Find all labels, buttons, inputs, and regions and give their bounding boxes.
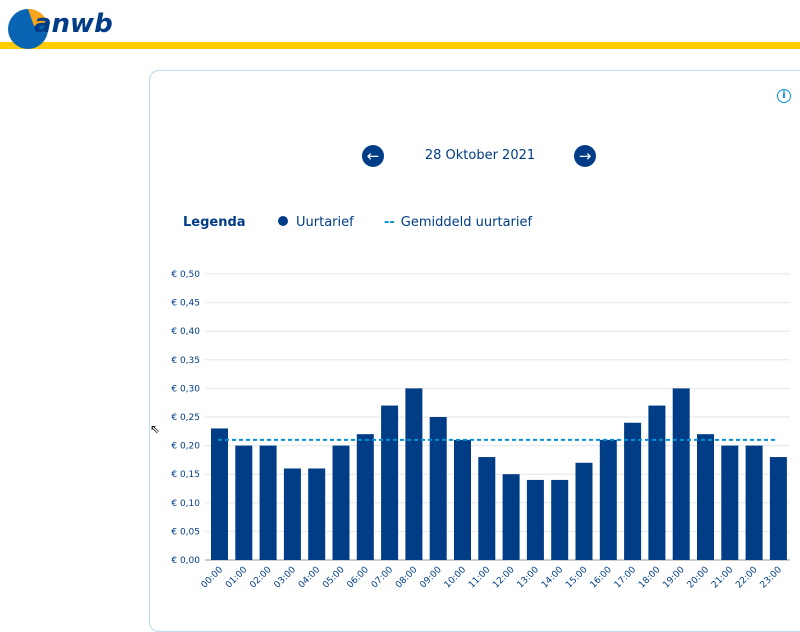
x-tick-label: 18:00 (637, 565, 663, 591)
y-tick-label: € 0,40 (171, 327, 200, 337)
x-tick-label: 11:00 (467, 565, 493, 591)
info-icon[interactable]: i (777, 89, 791, 103)
y-tick-label: € 0,25 (171, 413, 200, 423)
price-chart: € 0,00 € 0,05 € 0,10 € 0,15 € 0,20 € 0,25 € 0,… (171, 270, 790, 591)
y-tick-label: € 0,20 (171, 442, 200, 452)
x-tick-label: 19:00 (661, 565, 687, 591)
bar[interactable] (478, 457, 496, 560)
y-tick-label: € 0,50 (171, 270, 200, 280)
bar[interactable] (672, 388, 690, 560)
dot-icon (278, 216, 288, 226)
anwb-logo[interactable]: anwb (4, 2, 114, 52)
bar[interactable] (551, 479, 569, 560)
prev-day-button[interactable]: ← (362, 145, 384, 167)
x-tick-label: 07:00 (370, 565, 396, 591)
x-tick-label: 12:00 (491, 565, 517, 591)
bar[interactable] (283, 468, 301, 560)
bar[interactable] (526, 479, 544, 560)
bar[interactable] (235, 445, 253, 560)
legend-title: Legenda (183, 215, 246, 230)
x-tick-label: 15:00 (564, 565, 590, 591)
y-tick-label: € 0,05 (171, 527, 200, 537)
bar[interactable] (356, 434, 374, 560)
brand-stripe (0, 42, 800, 49)
x-tick-label: 06:00 (346, 565, 372, 591)
y-tick-label: € 0,35 (171, 356, 200, 366)
x-tick-label: 17:00 (613, 565, 639, 591)
dash-icon: -- (384, 215, 395, 230)
x-tick-label: 14:00 (540, 565, 566, 591)
x-tick-label: 02:00 (248, 565, 274, 591)
bar[interactable] (381, 405, 399, 560)
x-tick-label: 05:00 (321, 565, 347, 591)
mouse-cursor-icon: ⇖ (150, 422, 161, 436)
bar[interactable] (405, 388, 423, 560)
x-tick-label: 13:00 (516, 565, 542, 591)
legend-item-gemiddeld[interactable]: -- Gemiddeld uurtarief (384, 215, 532, 230)
bar[interactable] (745, 445, 763, 560)
svg-text:anwb: anwb (34, 9, 113, 39)
x-tick-label: 09:00 (418, 565, 444, 591)
x-tick-label: 08:00 (394, 565, 420, 591)
x-tick-label: 16:00 (589, 565, 615, 591)
x-tick-label: 00:00 (200, 565, 226, 591)
bar[interactable] (575, 462, 593, 560)
bar[interactable] (502, 474, 520, 560)
bar[interactable] (332, 445, 350, 560)
legend-item-uurtarief[interactable]: Uurtarief (278, 215, 354, 230)
bar[interactable] (308, 468, 326, 560)
y-tick-label: € 0,30 (171, 384, 200, 394)
x-tick-label: 22:00 (734, 565, 760, 591)
x-tick-label: 03:00 (273, 565, 299, 591)
arrow-left-icon: ← (366, 147, 380, 165)
y-tick-label: € 0,45 (171, 299, 200, 309)
x-tick-label: 20:00 (686, 565, 712, 591)
bar[interactable] (624, 422, 642, 560)
bar[interactable] (259, 445, 277, 560)
y-tick-label: € 0,15 (171, 470, 200, 480)
legend-label: Gemiddeld uurtarief (400, 215, 533, 230)
x-tick-label: 10:00 (443, 565, 469, 591)
bar[interactable] (211, 428, 228, 560)
bar[interactable] (454, 439, 471, 560)
x-tick-label: 01:00 (224, 565, 250, 591)
y-tick-label: € 0,00 (171, 556, 200, 566)
legend-label: Uurtarief (296, 215, 354, 230)
bar[interactable] (721, 445, 739, 560)
x-tick-label: 21:00 (710, 565, 736, 591)
arrow-right-icon: → (578, 147, 592, 165)
bar[interactable] (769, 457, 787, 560)
bar[interactable] (599, 439, 617, 560)
bar[interactable] (697, 434, 714, 560)
bar[interactable] (648, 405, 666, 560)
next-day-button[interactable]: → (574, 145, 596, 167)
x-tick-label: 04:00 (297, 565, 323, 591)
bar[interactable] (429, 417, 447, 560)
x-tick-label: 23:00 (759, 565, 785, 591)
date-label: 28 Oktober 2021 (424, 148, 536, 163)
y-tick-label: € 0,10 (171, 499, 200, 509)
